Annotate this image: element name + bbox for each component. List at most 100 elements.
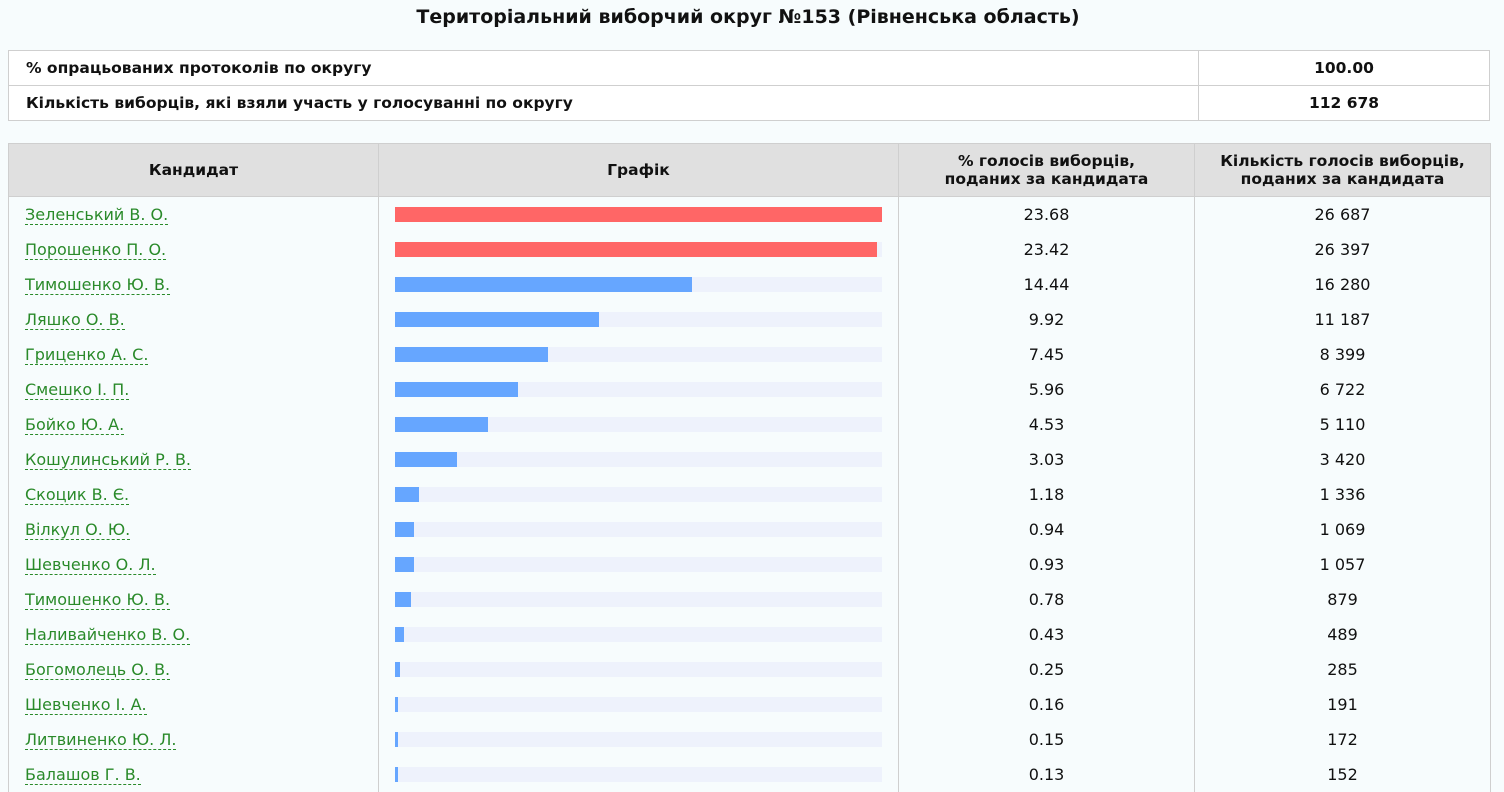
bar-track (395, 627, 882, 642)
votes-cell: 1 069 (1194, 512, 1491, 547)
candidate-link[interactable]: Кошулинський Р. В. (25, 450, 191, 470)
percent-cell: 3.03 (898, 442, 1195, 477)
votes-cell: 172 (1194, 722, 1491, 757)
table-row: Тимошенко Ю. В. 14.44 16 280 (8, 267, 1491, 302)
bar-track (395, 522, 882, 537)
chart-cell (378, 477, 899, 512)
table-row: Наливайченко В. О. 0.43 489 (8, 617, 1491, 652)
summary-label: % опрацьованих протоколів по округу (8, 50, 1199, 86)
chart-cell (378, 547, 899, 582)
header-percent-line1: % голосів виборців, (957, 152, 1136, 170)
vote-share-bar (395, 417, 489, 432)
chart-cell (378, 687, 899, 722)
table-row: Зеленський В. О. 23.68 26 687 (8, 196, 1491, 232)
candidate-link[interactable]: Богомолець О. В. (25, 660, 171, 680)
summary-row-turnout: Кількість виборців, які взяли участь у г… (8, 85, 1490, 121)
votes-cell: 8 399 (1194, 337, 1491, 372)
candidate-cell: Шевченко І. А. (8, 687, 379, 722)
table-row: Тимошенко Ю. В. 0.78 879 (8, 582, 1491, 617)
district-summary-table: % опрацьованих протоколів по округу 100.… (8, 50, 1490, 121)
candidate-cell: Богомолець О. В. (8, 652, 379, 687)
bar-track (395, 277, 882, 292)
candidate-cell: Порошенко П. О. (8, 232, 379, 267)
candidate-link[interactable]: Гриценко А. С. (25, 345, 149, 365)
candidate-cell: Тимошенко Ю. В. (8, 267, 379, 302)
vote-share-bar (395, 697, 399, 712)
votes-cell: 1 336 (1194, 477, 1491, 512)
candidate-results-table: Кандидат Графік % голосів виборців, пода… (8, 143, 1491, 792)
chart-cell (378, 512, 899, 547)
table-row: Порошенко П. О. 23.42 26 397 (8, 232, 1491, 267)
header-percent-line2: поданих за кандидата (944, 170, 1149, 188)
vote-share-bar (395, 662, 401, 677)
candidate-link[interactable]: Шевченко І. А. (25, 695, 147, 715)
candidate-link[interactable]: Скоцик В. Є. (25, 485, 130, 505)
bar-track (395, 452, 882, 467)
percent-cell: 0.94 (898, 512, 1195, 547)
candidate-link[interactable]: Балашов Г. В. (25, 765, 141, 785)
table-row: Литвиненко Ю. Л. 0.15 172 (8, 722, 1491, 757)
candidate-link[interactable]: Ляшко О. В. (25, 310, 125, 330)
chart-cell (378, 617, 899, 652)
candidate-link[interactable]: Порошенко П. О. (25, 240, 167, 260)
candidate-cell: Ляшко О. В. (8, 302, 379, 337)
vote-share-bar (395, 207, 882, 222)
bar-track (395, 207, 882, 222)
candidate-link[interactable]: Тимошенко Ю. В. (25, 275, 171, 295)
bar-track (395, 242, 882, 257)
table-row: Бойко Ю. А. 4.53 5 110 (8, 407, 1491, 442)
candidate-link[interactable]: Шевченко О. Л. (25, 555, 156, 575)
votes-cell: 6 722 (1194, 372, 1491, 407)
votes-cell: 26 397 (1194, 232, 1491, 267)
candidate-cell: Тимошенко Ю. В. (8, 582, 379, 617)
candidate-link[interactable]: Вілкул О. Ю. (25, 520, 131, 540)
vote-share-bar (395, 312, 599, 327)
percent-cell: 7.45 (898, 337, 1195, 372)
chart-cell (378, 442, 899, 477)
candidate-link[interactable]: Тимошенко Ю. В. (25, 590, 171, 610)
bar-track (395, 592, 882, 607)
vote-share-bar (395, 557, 415, 572)
table-row: Вілкул О. Ю. 0.94 1 069 (8, 512, 1491, 547)
chart-cell (378, 232, 899, 267)
vote-share-bar (395, 242, 877, 257)
bar-track (395, 417, 882, 432)
table-row: Балашов Г. В. 0.13 152 (8, 757, 1491, 792)
candidate-cell: Бойко Ю. А. (8, 407, 379, 442)
table-row: Ляшко О. В. 9.92 11 187 (8, 302, 1491, 337)
vote-share-bar (395, 592, 412, 607)
chart-cell (378, 722, 899, 757)
votes-cell: 879 (1194, 582, 1491, 617)
table-row: Гриценко А. С. 7.45 8 399 (8, 337, 1491, 372)
candidate-cell: Скоцик В. Є. (8, 477, 379, 512)
bar-track (395, 732, 882, 747)
candidate-link[interactable]: Литвиненко Ю. Л. (25, 730, 177, 750)
candidate-cell: Гриценко А. С. (8, 337, 379, 372)
table-row: Кошулинський Р. В. 3.03 3 420 (8, 442, 1491, 477)
candidate-link[interactable]: Зеленський В. О. (25, 205, 169, 225)
table-row: Богомолець О. В. 0.25 285 (8, 652, 1491, 687)
candidate-link[interactable]: Наливайченко В. О. (25, 625, 191, 645)
summary-value: 112 678 (1198, 85, 1490, 121)
votes-cell: 16 280 (1194, 267, 1491, 302)
vote-share-bar (395, 452, 458, 467)
candidate-cell: Литвиненко Ю. Л. (8, 722, 379, 757)
percent-cell: 23.68 (898, 196, 1195, 232)
header-percent: % голосів виборців, поданих за кандидата (898, 143, 1195, 197)
chart-cell (378, 267, 899, 302)
votes-cell: 3 420 (1194, 442, 1491, 477)
percent-cell: 9.92 (898, 302, 1195, 337)
votes-cell: 285 (1194, 652, 1491, 687)
summary-value: 100.00 (1198, 50, 1490, 86)
summary-row-processed: % опрацьованих протоколів по округу 100.… (8, 50, 1490, 86)
percent-cell: 0.78 (898, 582, 1195, 617)
chart-cell (378, 757, 899, 792)
chart-cell (378, 582, 899, 617)
vote-share-bar (395, 487, 420, 502)
percent-cell: 0.43 (898, 617, 1195, 652)
percent-cell: 14.44 (898, 267, 1195, 302)
votes-cell: 489 (1194, 617, 1491, 652)
candidate-link[interactable]: Бойко Ю. А. (25, 415, 125, 435)
candidate-link[interactable]: Смешко І. П. (25, 380, 130, 400)
votes-cell: 11 187 (1194, 302, 1491, 337)
